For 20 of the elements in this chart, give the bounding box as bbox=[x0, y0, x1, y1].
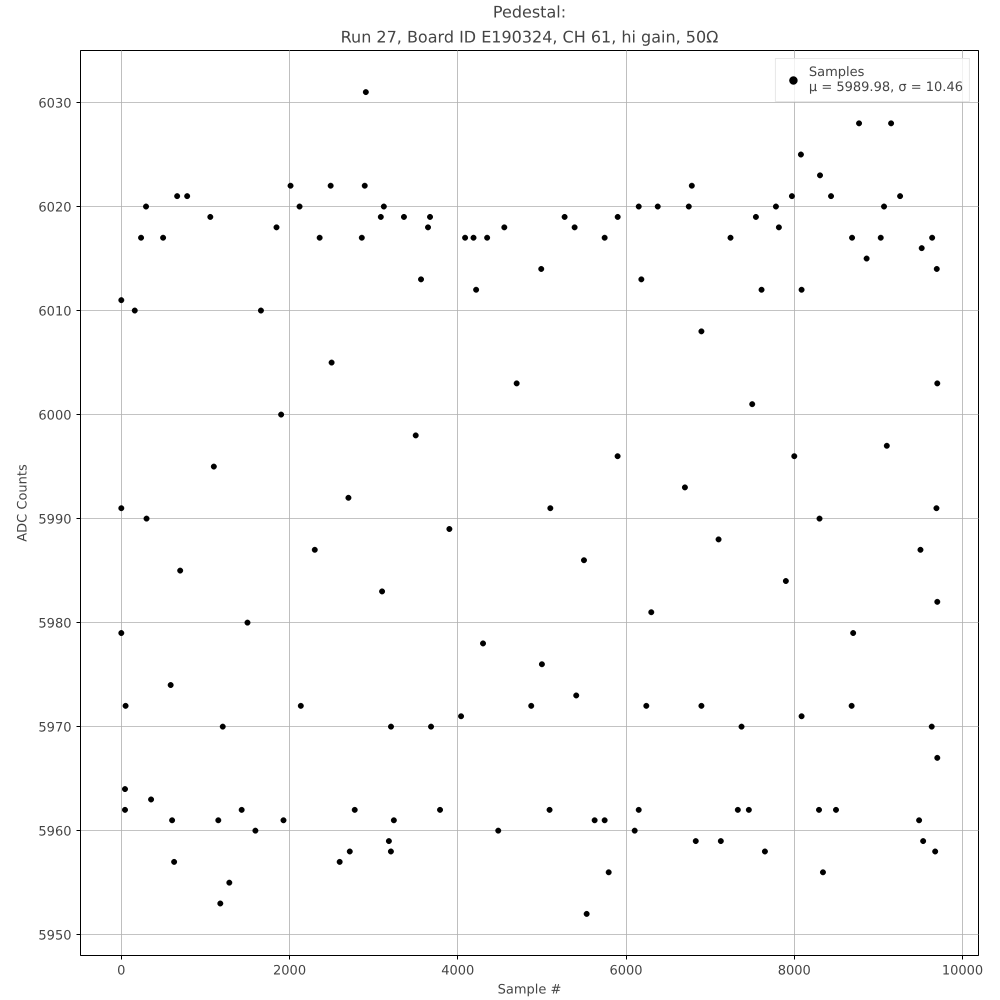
x-tick-label: 8000 bbox=[778, 964, 811, 978]
y-tick-label: 5950 bbox=[38, 928, 72, 944]
x-axis-title: Sample # bbox=[498, 982, 562, 998]
x-tick-label: 10000 bbox=[942, 964, 984, 978]
legend-label: Samples μ = 5989.98, σ = 10.46 bbox=[808, 65, 963, 95]
x-tick-label: 2000 bbox=[273, 964, 306, 978]
y-tick-label: 6030 bbox=[38, 96, 72, 112]
y-tick-label: 5990 bbox=[38, 512, 72, 528]
x-tick-label: 6000 bbox=[609, 964, 643, 978]
y-axis-title: ADC Counts bbox=[15, 464, 30, 542]
y-tick-label: 5980 bbox=[38, 616, 72, 632]
y-tick-label: 5970 bbox=[38, 720, 72, 736]
y-tick-label: 6000 bbox=[38, 408, 72, 424]
x-tick-label: 4000 bbox=[441, 964, 474, 978]
y-tick-label: 5960 bbox=[38, 824, 72, 840]
y-tick-label: 6010 bbox=[38, 304, 72, 320]
y-tick-label: 6020 bbox=[38, 200, 72, 216]
chart-subtitle: Run 27, Board ID E190324, CH 61, hi gain, 50Ω bbox=[340, 28, 718, 46]
x-tick-label: 0 bbox=[117, 964, 126, 978]
chart-title: Pedestal: bbox=[492, 2, 566, 22]
